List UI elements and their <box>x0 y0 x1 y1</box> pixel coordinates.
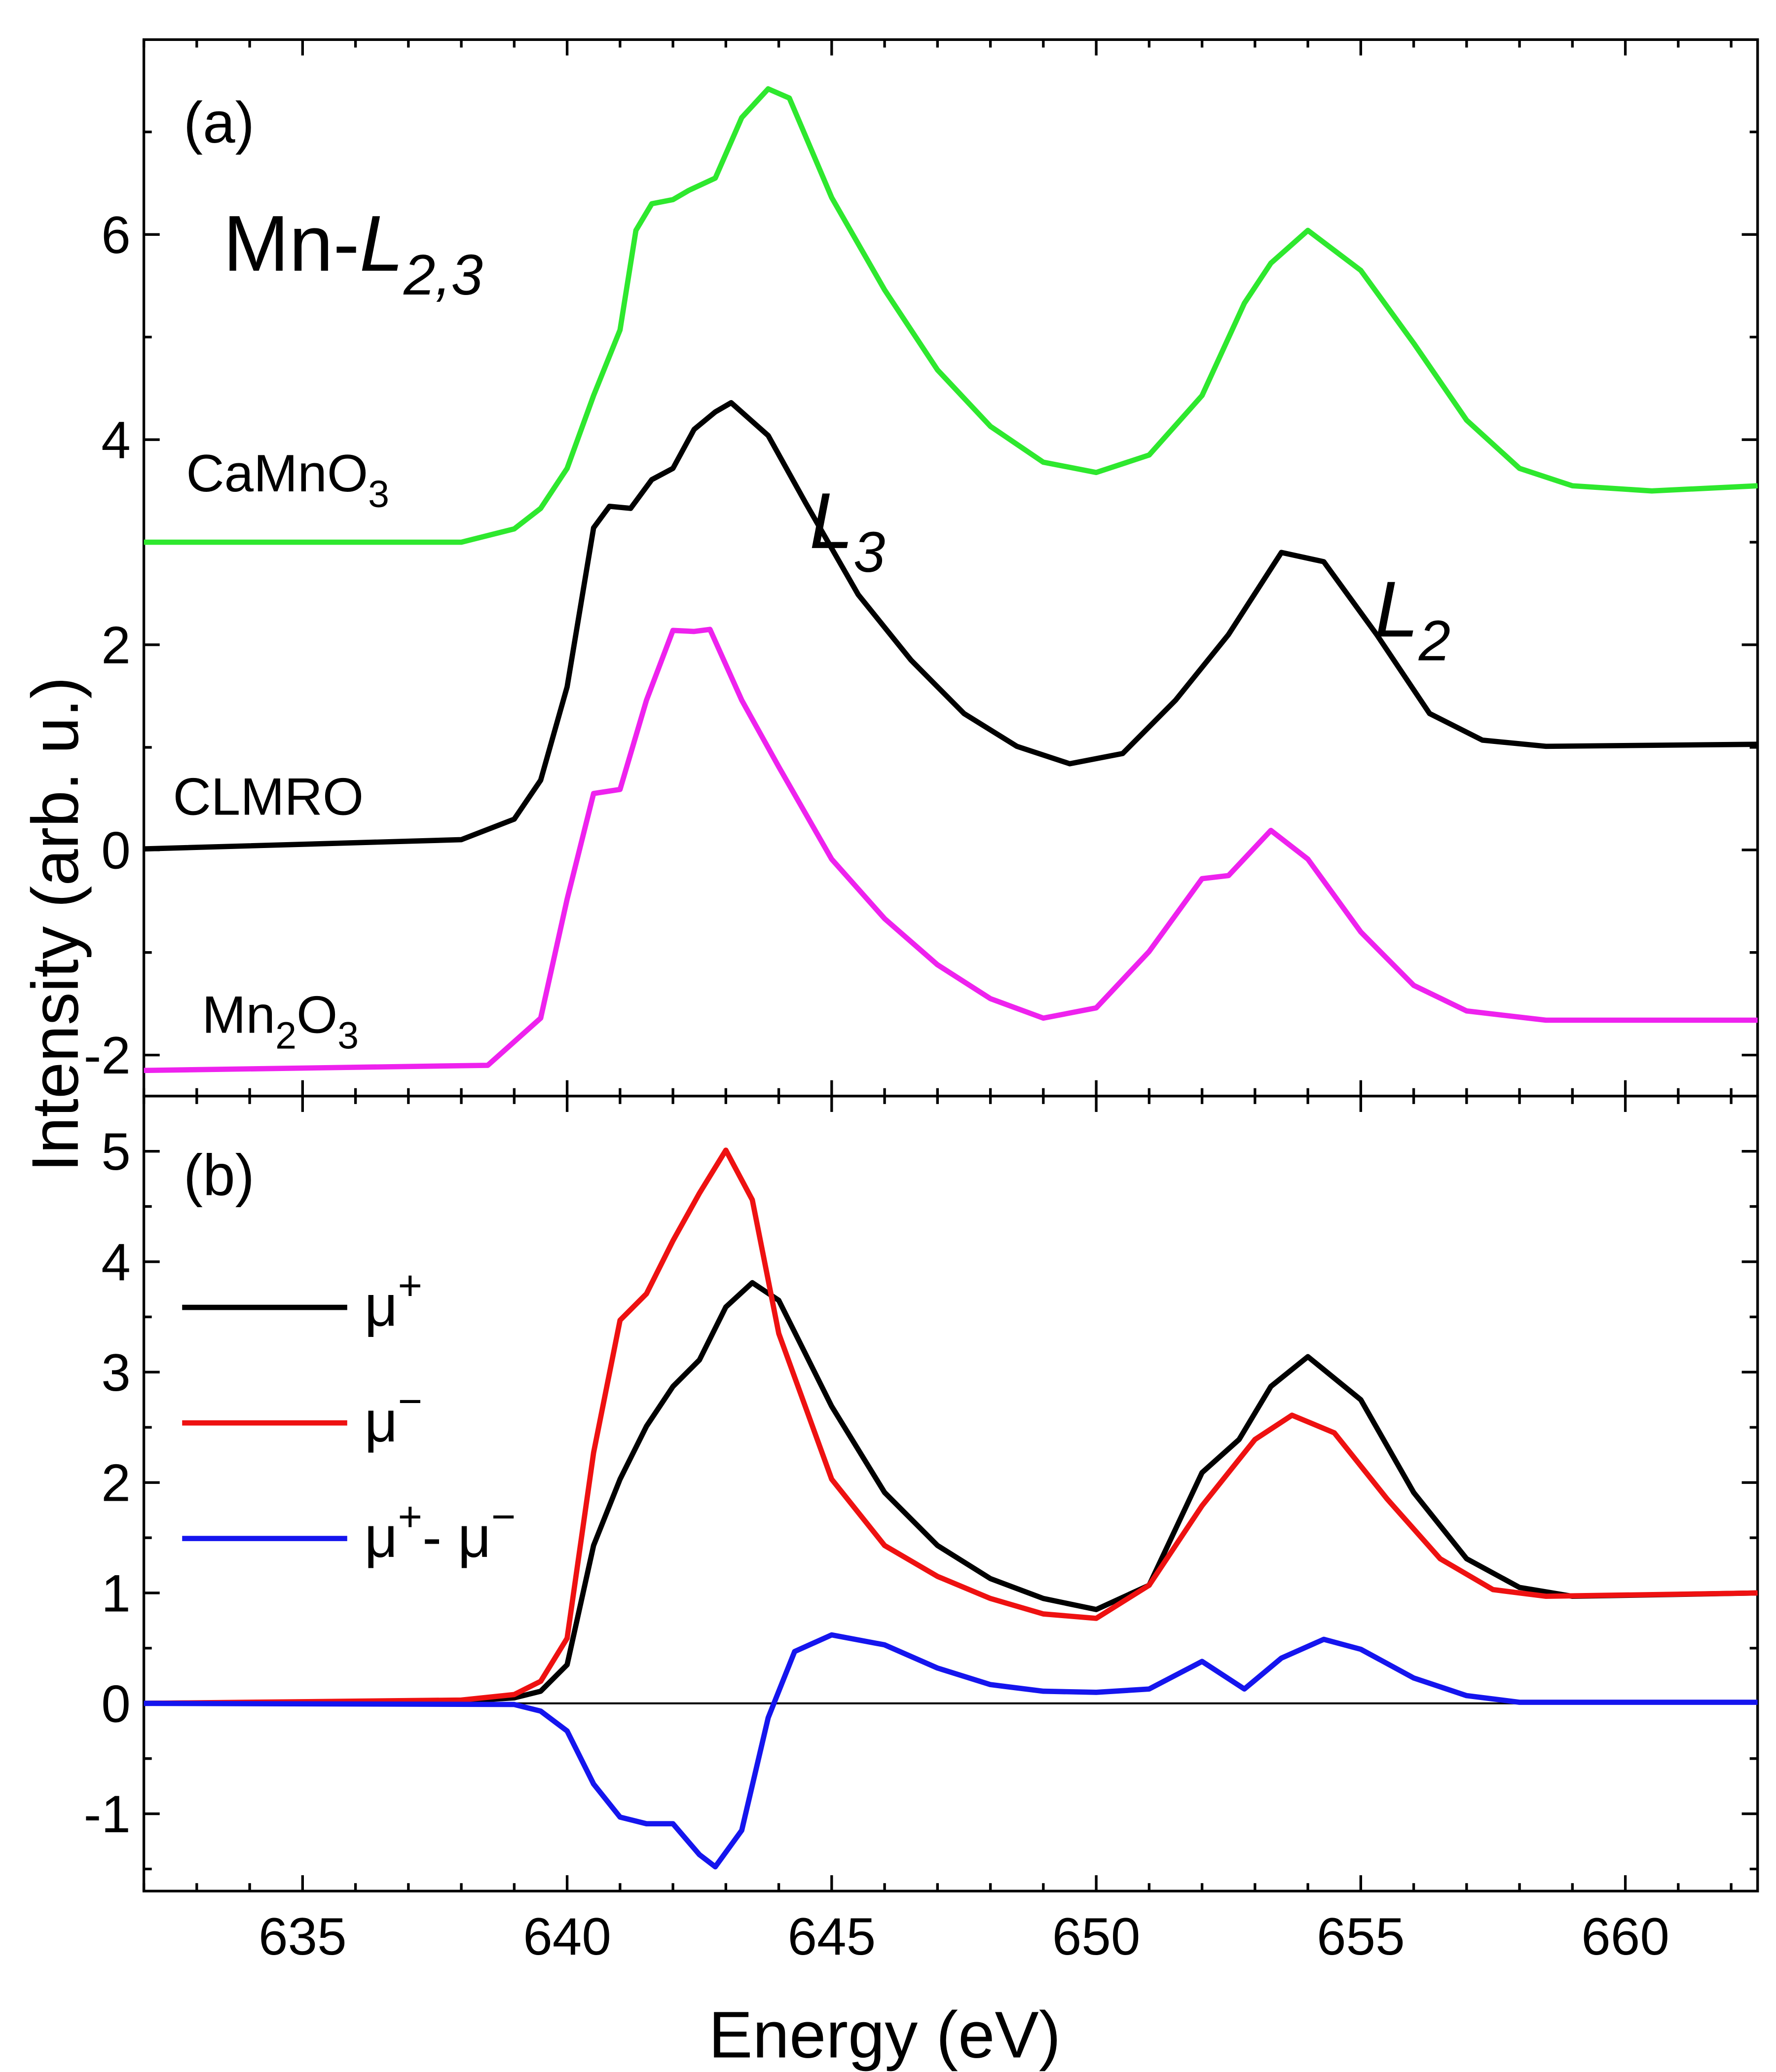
series-label: CaMnO3 <box>186 444 389 516</box>
legend-label: μ+ <box>365 1262 422 1338</box>
plot-frame <box>142 38 1759 1098</box>
series-line <box>144 86 1758 545</box>
series-line <box>144 1280 1758 1706</box>
x-tick-label: 660 <box>1581 1907 1669 1966</box>
annotation: L3 <box>810 477 886 584</box>
y-tick-label: 5 <box>101 1122 131 1181</box>
x-tick-label: 655 <box>1317 1907 1405 1966</box>
series-line <box>144 1147 1758 1706</box>
x-tick-label: 650 <box>1052 1907 1141 1966</box>
annotation: L2 <box>1374 565 1450 672</box>
y-tick-label: 4 <box>101 410 131 470</box>
series-line <box>144 1632 1758 1870</box>
x-tick-label: 645 <box>788 1907 876 1966</box>
plot-frame <box>142 1095 1759 1892</box>
y-tick-label: 2 <box>101 1453 131 1513</box>
y-axis-label: Intensity (arb. u.) <box>19 677 92 1172</box>
y-tick-label: 4 <box>101 1232 131 1292</box>
y-tick-label: 6 <box>101 205 131 264</box>
y-tick-label: -1 <box>84 1784 131 1844</box>
x-tick-label: 640 <box>523 1907 611 1966</box>
x-tick-label: 635 <box>259 1907 347 1966</box>
y-tick-label: 2 <box>101 615 131 674</box>
series-line <box>144 627 1758 1073</box>
series-label: CLMRO <box>173 767 364 826</box>
y-tick-label: 0 <box>101 820 131 880</box>
x-axis-label: Energy (eV) <box>708 1998 1061 2072</box>
panel: -2 0 2 4 6 CaMnO3 CLMRO Mn2O3 (a) Mn- L2,3 L3 L2 Inte… <box>19 38 1759 1172</box>
y-tick-label: 3 <box>101 1343 131 1402</box>
y-tick-label: -2 <box>84 1026 131 1085</box>
annotation: L2,3 <box>360 200 483 307</box>
annotation: Mn- <box>223 200 360 288</box>
legend-label: μ+- μ− <box>365 1493 516 1569</box>
annotation: (a) <box>184 90 255 155</box>
series-label: Mn2O3 <box>202 985 359 1057</box>
series-line <box>144 400 1758 852</box>
y-tick-label: 0 <box>101 1674 131 1733</box>
legend-label: μ− <box>365 1377 422 1454</box>
panel: 635 640 645 650 655 660 -1 0 1 2 3 4 5 μ+ μ− μ+- μ− (b) E… <box>84 1095 1759 2072</box>
y-tick-label: 1 <box>101 1563 131 1623</box>
annotation: (b) <box>184 1143 255 1208</box>
